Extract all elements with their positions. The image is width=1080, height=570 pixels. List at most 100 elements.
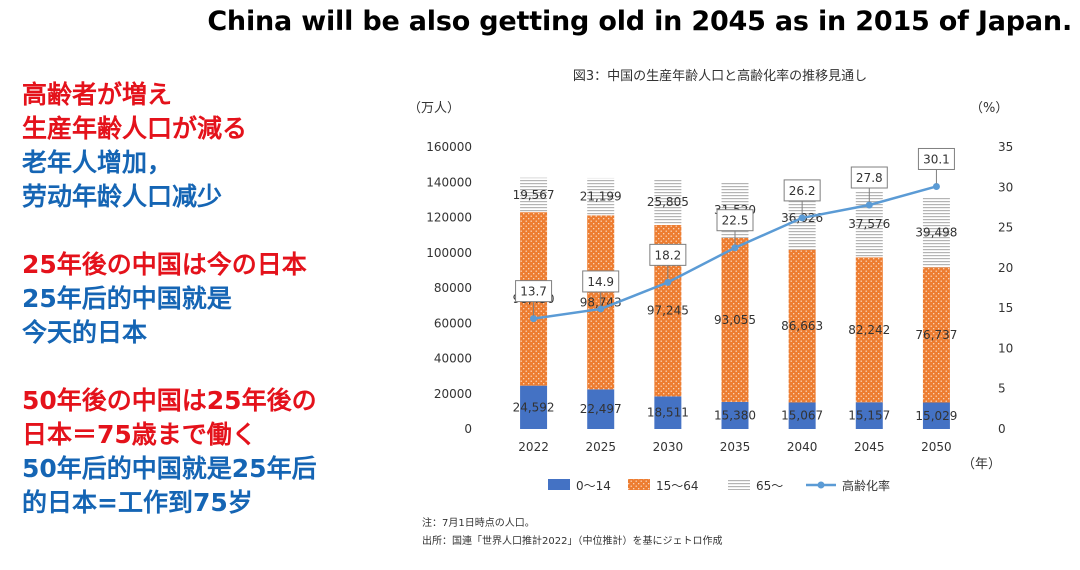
aging-rate-label: 27.8 — [856, 171, 883, 185]
chart-panel: 図3：中国の生産年齢人口と高齢化率の推移見通し （万人） （%） （年） 0 20… — [400, 60, 1030, 560]
bar-data-label: 15,029 — [915, 409, 957, 423]
y-left-tick-label: 80000 — [434, 281, 472, 295]
commentary-line: 今天的日本 — [22, 318, 148, 347]
y-right-tick-label: 0 — [998, 422, 1006, 436]
chart-svg: 図3：中国の生産年齢人口と高齢化率の推移見通し （万人） （%） （年） 0 20… — [408, 68, 1013, 547]
aging-rate-label: 14.9 — [587, 275, 614, 289]
bar-segment-age-0-14 — [587, 389, 615, 429]
commentary-spacer — [22, 350, 402, 384]
aging-rate-point — [865, 201, 873, 209]
bar-segment-age-0-14 — [788, 402, 816, 429]
y-right-tick-label: 35 — [998, 140, 1013, 154]
bar-data-label: 82,242 — [848, 323, 890, 337]
aging-rate-label: 22.5 — [722, 214, 749, 228]
bar-segment-age-15-64 — [922, 267, 950, 403]
bar-data-label: 18,511 — [647, 406, 689, 420]
bar-segment-age-15-64 — [721, 237, 749, 402]
y-right-tick-label: 30 — [998, 180, 1013, 194]
commentary-line: 的日本=工作到75岁 — [22, 488, 253, 517]
bar-segment-age-0-14 — [520, 385, 548, 429]
y-right-tick-label: 5 — [998, 382, 1006, 396]
bar-data-label: 15,067 — [781, 409, 823, 423]
bar-segment-age-65-plus — [654, 179, 682, 225]
y-left-tick-label: 160000 — [426, 140, 472, 154]
aging-rate-point — [731, 244, 739, 252]
y-axis-left-unit: （万人） — [408, 101, 460, 116]
commentary-line: 50年后的中国就是25年后 — [22, 454, 317, 483]
x-tick-label: 2025 — [585, 440, 616, 454]
aging-rate-point — [798, 214, 806, 222]
commentary-line: 25年后的中国就是 — [22, 284, 232, 313]
bar-data-label: 76,737 — [915, 328, 957, 342]
bar-segment-age-0-14 — [855, 402, 883, 429]
chart-title: 図3：中国の生産年齢人口と高齢化率の推移見通し — [573, 68, 867, 84]
y-axis-right-unit: （%） — [970, 101, 1008, 116]
bar-data-label: 22,497 — [580, 402, 622, 416]
commentary-line: 老年人增加， — [22, 148, 173, 177]
headline: China will be also getting old in 2045 a… — [207, 6, 1072, 37]
y-right-tick-label: 10 — [998, 341, 1013, 355]
bar-segment-age-15-64 — [855, 257, 883, 403]
legend: 0〜14 15〜64 65〜 高齢化率 — [548, 478, 890, 493]
aging-rate-label-box — [515, 280, 553, 303]
commentary-spacer — [22, 214, 402, 248]
note-line-2: 出所：国連「世界人口推計2022」（中位推計）を基にジェトロ作成 — [422, 534, 722, 547]
note-line-1: 注：7月1日時点の人口。 — [422, 516, 535, 529]
aging-rate-label: 13.7 — [520, 285, 547, 299]
y-right-tick-label: 25 — [998, 221, 1013, 235]
bar-data-label: 25,805 — [647, 195, 689, 209]
legend-label: 65〜 — [756, 479, 783, 493]
x-tick-label: 2030 — [653, 440, 684, 454]
legend-label: 0〜14 — [576, 479, 611, 493]
bar-data-label: 19,567 — [513, 188, 555, 202]
x-tick-label: 2035 — [720, 440, 751, 454]
aging-rate-label: 18.2 — [654, 248, 681, 262]
bar-data-label: 24,592 — [513, 400, 555, 414]
y-right-tick-label: 15 — [998, 301, 1013, 315]
bar-data-label: 39,498 — [915, 225, 957, 239]
commentary-text-block: 高齢者が増え 生産年齢人口が減る 老年人增加， 劳动年龄人口减少 25年後の中国は今の日… — [22, 78, 402, 520]
bar-segment-age-0-14 — [922, 402, 950, 429]
bar-segment-age-0-14 — [721, 401, 749, 429]
legend-swatch-age-65-plus — [728, 479, 750, 490]
bar-segment-age-0-14 — [654, 396, 682, 429]
aging-rate-label-box — [649, 243, 687, 266]
y-left-tick-label: 0 — [464, 422, 472, 436]
commentary-line: 高齢者が増え — [22, 80, 173, 109]
y-left-tick-label: 40000 — [434, 352, 472, 366]
bar-data-label: 15,157 — [848, 409, 890, 423]
legend-label: 15〜64 — [656, 479, 699, 493]
x-axis: 2022 2025 2030 2035 2040 2045 2050 — [518, 440, 951, 454]
y-left-tick-label: 120000 — [426, 211, 472, 225]
bar-data-label: 97,245 — [647, 304, 689, 318]
commentary-line: 50年後の中国は25年後の — [22, 386, 317, 415]
x-axis-unit: （年） — [962, 457, 1001, 472]
aging-rate-point — [664, 278, 672, 286]
bar-data-label: 15,380 — [714, 408, 756, 422]
y-axis-right: 0 5 10 15 20 25 30 35 — [998, 140, 1013, 436]
x-tick-label: 2040 — [787, 440, 818, 454]
x-tick-label: 2022 — [518, 440, 549, 454]
aging-rate-point — [530, 315, 538, 323]
commentary-line: 日本＝75歳まで働く — [22, 420, 257, 449]
commentary-line: 劳动年龄人口减少 — [22, 182, 223, 211]
bar-data-label: 93,055 — [714, 313, 756, 327]
bar-segment-age-15-64 — [788, 249, 816, 403]
bar-data-label: 37,576 — [848, 217, 890, 231]
line-series-group: 13.7 14.9 18.2 22.5 26.2 27.8 30.1 — [515, 147, 955, 323]
legend-swatch-age-0-14 — [548, 479, 570, 490]
bar-segment-age-65-plus — [520, 177, 548, 213]
aging-rate-point — [932, 182, 940, 190]
aging-rate-label: 30.1 — [923, 152, 950, 166]
aging-rate-point — [597, 305, 605, 313]
x-tick-label: 2045 — [854, 440, 885, 454]
bar-data-label: 21,199 — [580, 190, 622, 204]
commentary-line: 生産年齢人口が減る — [22, 114, 248, 143]
x-tick-label: 2050 — [921, 440, 952, 454]
y-left-tick-label: 140000 — [426, 175, 472, 189]
y-left-tick-label: 100000 — [426, 246, 472, 260]
legend-swatch-aging-rate-marker — [817, 481, 825, 489]
legend-label: 高齢化率 — [842, 478, 890, 493]
bar-data-label: 86,663 — [781, 319, 823, 333]
bar-segment-age-65-plus — [587, 177, 615, 216]
